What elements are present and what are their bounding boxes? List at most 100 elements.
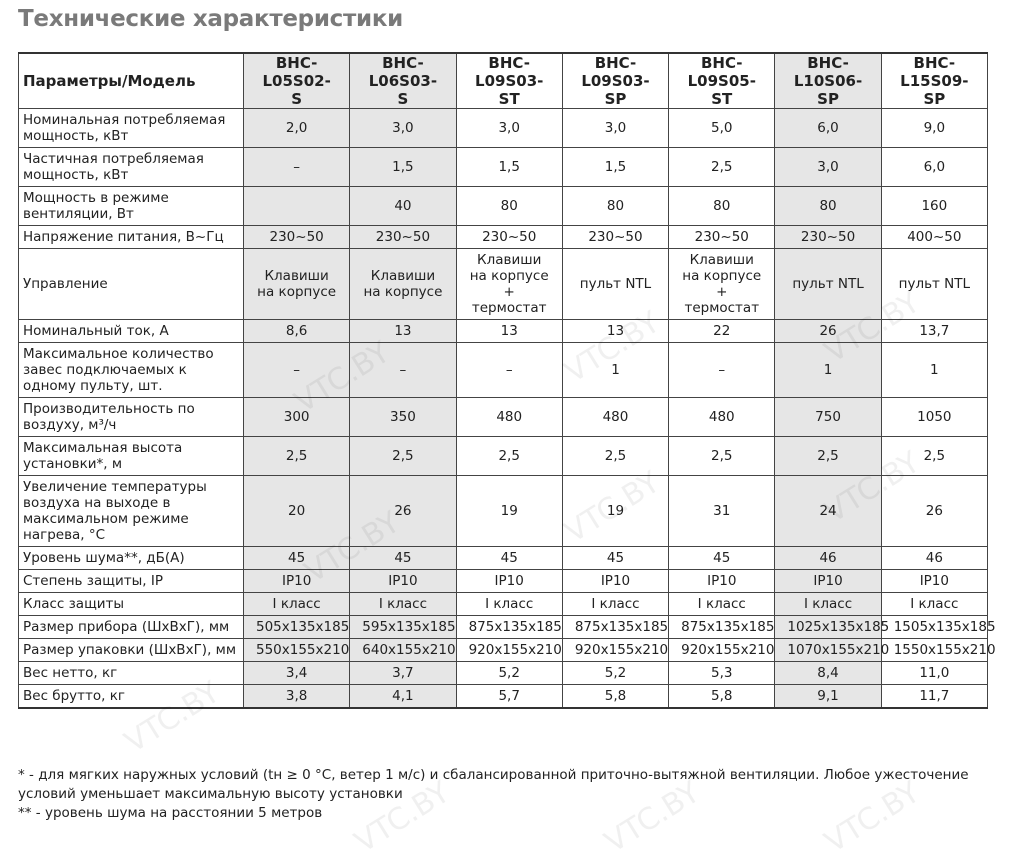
cell: 5,8 (668, 684, 776, 709)
cell: – (242, 147, 351, 187)
cell: 20 (242, 475, 351, 547)
cell: 80 (455, 186, 563, 226)
cell: 9,0 (880, 108, 989, 148)
cell: 80 (561, 186, 670, 226)
table-row: Уровень шума**, дБ(А) 45 45 45 45 45 46 46 (18, 546, 989, 570)
cell: 2,5 (242, 436, 351, 476)
cell: 1505x135x185 (880, 615, 996, 639)
table-row: Мощность в режиме вентиляции, Вт 40 80 80 80… (18, 186, 989, 226)
cell: 2,5 (668, 147, 776, 187)
cell: 5,0 (668, 108, 776, 148)
cell: 1,5 (349, 147, 457, 187)
cell: 2,5 (349, 436, 457, 476)
model-header: BHC-L06S03-S (349, 52, 457, 109)
cell: 160 (880, 186, 989, 226)
cell: – (349, 342, 457, 398)
row-label: Номинальный ток, А (18, 319, 244, 343)
row-label: Номинальная потребляемая мощность, кВт (18, 108, 244, 148)
cell: 640x155x210 (349, 638, 457, 662)
cell: 875x135x185 (455, 615, 563, 639)
cell: 1,5 (561, 147, 670, 187)
cell: 505x135x185 (242, 615, 351, 639)
table-row: Размер упаковки (ШхВхГ), мм 550x155x210 64… (18, 638, 996, 662)
cell: Клавиши на корпусе (349, 248, 457, 320)
cell: – (668, 342, 776, 398)
cell: 480 (455, 397, 563, 437)
row-label: Мощность в режиме вентиляции, Вт (18, 186, 244, 226)
cell: 26 (349, 475, 457, 547)
model-header: BHC-L09S03-ST (455, 52, 563, 109)
cell: 3,0 (561, 108, 670, 148)
row-label: Вес нетто, кг (18, 661, 244, 685)
cell: I класс (455, 592, 563, 616)
cell: 1,5 (455, 147, 563, 187)
cell: 2,5 (774, 436, 882, 476)
row-label: Класс защиты (18, 592, 244, 616)
row-label: Уровень шума**, дБ(А) (18, 546, 244, 570)
cell: 4,1 (349, 684, 457, 709)
cell: 920x155x210 (668, 638, 776, 662)
cell: I класс (561, 592, 670, 616)
model-header: BHC-L10S06-SP (774, 52, 882, 109)
table-row: Класс защиты I класс I класс I класс I класс… (18, 592, 989, 616)
cell: 230~50 (561, 225, 670, 249)
row-label: Степень защиты, IP (18, 569, 244, 593)
cell: 80 (668, 186, 776, 226)
cell: 11,7 (880, 684, 989, 709)
cell: 3,8 (242, 684, 351, 709)
table-row: Максимальное количество завес подключаем… (18, 342, 989, 398)
row-label: Максимальная высота установки*, м (18, 436, 244, 476)
cell: 13 (561, 319, 670, 343)
cell: 5,7 (455, 684, 563, 709)
model-header: BHC-L09S03-SP (561, 52, 670, 109)
row-label: Частичная потребляемая мощность, кВт (18, 147, 244, 187)
cell: 13 (349, 319, 457, 343)
row-label: Производительность по воздуху, м³/ч (18, 397, 244, 437)
cell: I класс (668, 592, 776, 616)
cell: 46 (880, 546, 989, 570)
cell: 31 (668, 475, 776, 547)
cell: 750 (774, 397, 882, 437)
table-body: Номинальная потребляемая мощность, кВт 2,… (18, 108, 996, 709)
cell: 45 (349, 546, 457, 570)
cell: пульт NTL (774, 248, 882, 320)
header-label: Параметры/Модель (18, 52, 244, 109)
row-label: Вес брутто, кг (18, 684, 244, 709)
row-label: Размер упаковки (ШхВхГ), мм (18, 638, 244, 662)
cell: – (242, 342, 351, 398)
cell: 230~50 (774, 225, 882, 249)
row-label: Размер прибора (ШхВхГ), мм (18, 615, 244, 639)
cell: 11,0 (880, 661, 989, 685)
cell: 875x135x185 (668, 615, 776, 639)
cell: 26 (774, 319, 882, 343)
table-row: Вес нетто, кг 3,4 3,7 5,2 5,2 5,3 8,4 11,0 (18, 661, 989, 685)
row-label: Максимальное количество завес подключаем… (18, 342, 244, 398)
header-row: Параметры/Модель BHC-L05S02-S BHC-L06S03-S… (18, 52, 989, 109)
model-header: BHC-L09S05-ST (668, 52, 776, 109)
cell: 300 (242, 397, 351, 437)
cell: 45 (668, 546, 776, 570)
page-body: Технические характеристики Параметры/Мод… (18, 6, 996, 860)
cell: 920x155x210 (455, 638, 563, 662)
cell: 2,5 (668, 436, 776, 476)
cell: IP10 (774, 569, 882, 593)
table-row: Напряжение питания, В~Гц 230~50 230~50 230~… (18, 225, 989, 249)
row-label: Увеличение температуры воздуха на выходе… (18, 475, 244, 547)
cell: 45 (242, 546, 351, 570)
cell: 595x135x185 (349, 615, 457, 639)
cell: I класс (242, 592, 351, 616)
cell: 230~50 (668, 225, 776, 249)
cell: IP10 (561, 569, 670, 593)
cell: 400~50 (880, 225, 989, 249)
cell: 3,0 (774, 147, 882, 187)
table-row: Номинальный ток, А 8,6 13 13 13 22 26 13,7 (18, 319, 989, 343)
cell: 3,4 (242, 661, 351, 685)
cell: 2,5 (455, 436, 563, 476)
cell: 1 (561, 342, 670, 398)
cell: 3,7 (349, 661, 457, 685)
footnote: ** - уровень шума на расстоянии 5 метров (18, 805, 323, 821)
page-title: Технические характеристики (18, 6, 403, 32)
cell: 6,0 (774, 108, 882, 148)
cell: 3,0 (349, 108, 457, 148)
footnotes: * - для мягких наружных условий (tн ≥ 0 … (18, 766, 993, 823)
